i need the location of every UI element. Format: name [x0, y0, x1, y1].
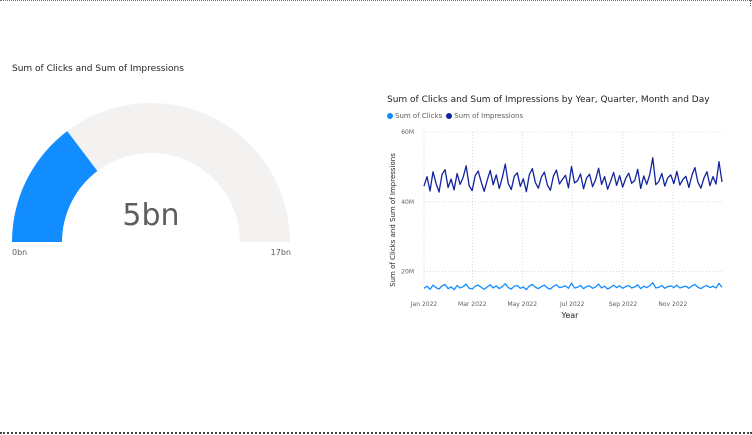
bottom-border: [0, 432, 752, 434]
gauge-min-label: 0bn: [12, 248, 27, 257]
legend-dot-clicks: [387, 113, 393, 119]
x-tick-label: Nov 2022: [658, 301, 687, 308]
y-tick-label: 60M: [401, 129, 414, 136]
gauge-max-label: 17bn: [271, 248, 291, 257]
gauge-chart[interactable]: 5bn 0bn 17bn: [0, 90, 300, 265]
x-tick-label: May 2022: [507, 301, 537, 308]
legend-label-impressions: Sum of Impressions: [454, 112, 524, 120]
line-chart-title: Sum of Clicks and Sum of Impressions by …: [387, 95, 710, 105]
x-axis-title: Year: [561, 311, 580, 320]
x-tick-label: Mar 2022: [458, 301, 487, 308]
y-tick-label: 40M: [401, 199, 414, 206]
gauge-fill: [12, 131, 98, 242]
legend-item-impressions[interactable]: Sum of Impressions: [446, 112, 523, 120]
axis-layer: 20M 40M 60M Jan 2022 Mar 2022 May 2022 Jul 202…: [401, 129, 687, 308]
series-layer: [423, 157, 723, 291]
legend-dot-impressions: [446, 113, 453, 119]
chart-legend: Sum of Clicks Sum of Impressions: [387, 112, 527, 120]
gauge-value-label: 5bn: [122, 198, 179, 233]
series-line-sum-of-impressions: [423, 157, 723, 193]
y-tick-label: 20M: [401, 269, 414, 276]
line-chart[interactable]: 20M 40M 60M Jan 2022 Mar 2022 May 2022 Jul 202…: [380, 108, 730, 323]
right-border: [750, 0, 751, 6]
gauge-track: [12, 103, 290, 242]
x-tick-label: Jul 2022: [559, 301, 585, 308]
x-tick-label: Jan 2022: [410, 301, 438, 308]
grid-layer: [423, 131, 722, 289]
gauge-title: Sum of Clicks and Sum of Impressions: [12, 64, 184, 74]
x-tick-label: Sep 2022: [609, 301, 638, 308]
y-axis-title: Sum of Clicks and Sum of Impressions: [389, 153, 397, 287]
legend-label-clicks: Sum of Clicks: [395, 112, 443, 120]
legend-item-clicks[interactable]: Sum of Clicks: [387, 112, 442, 120]
series-line-sum-of-clicks: [423, 282, 723, 291]
top-border: [0, 0, 752, 1]
